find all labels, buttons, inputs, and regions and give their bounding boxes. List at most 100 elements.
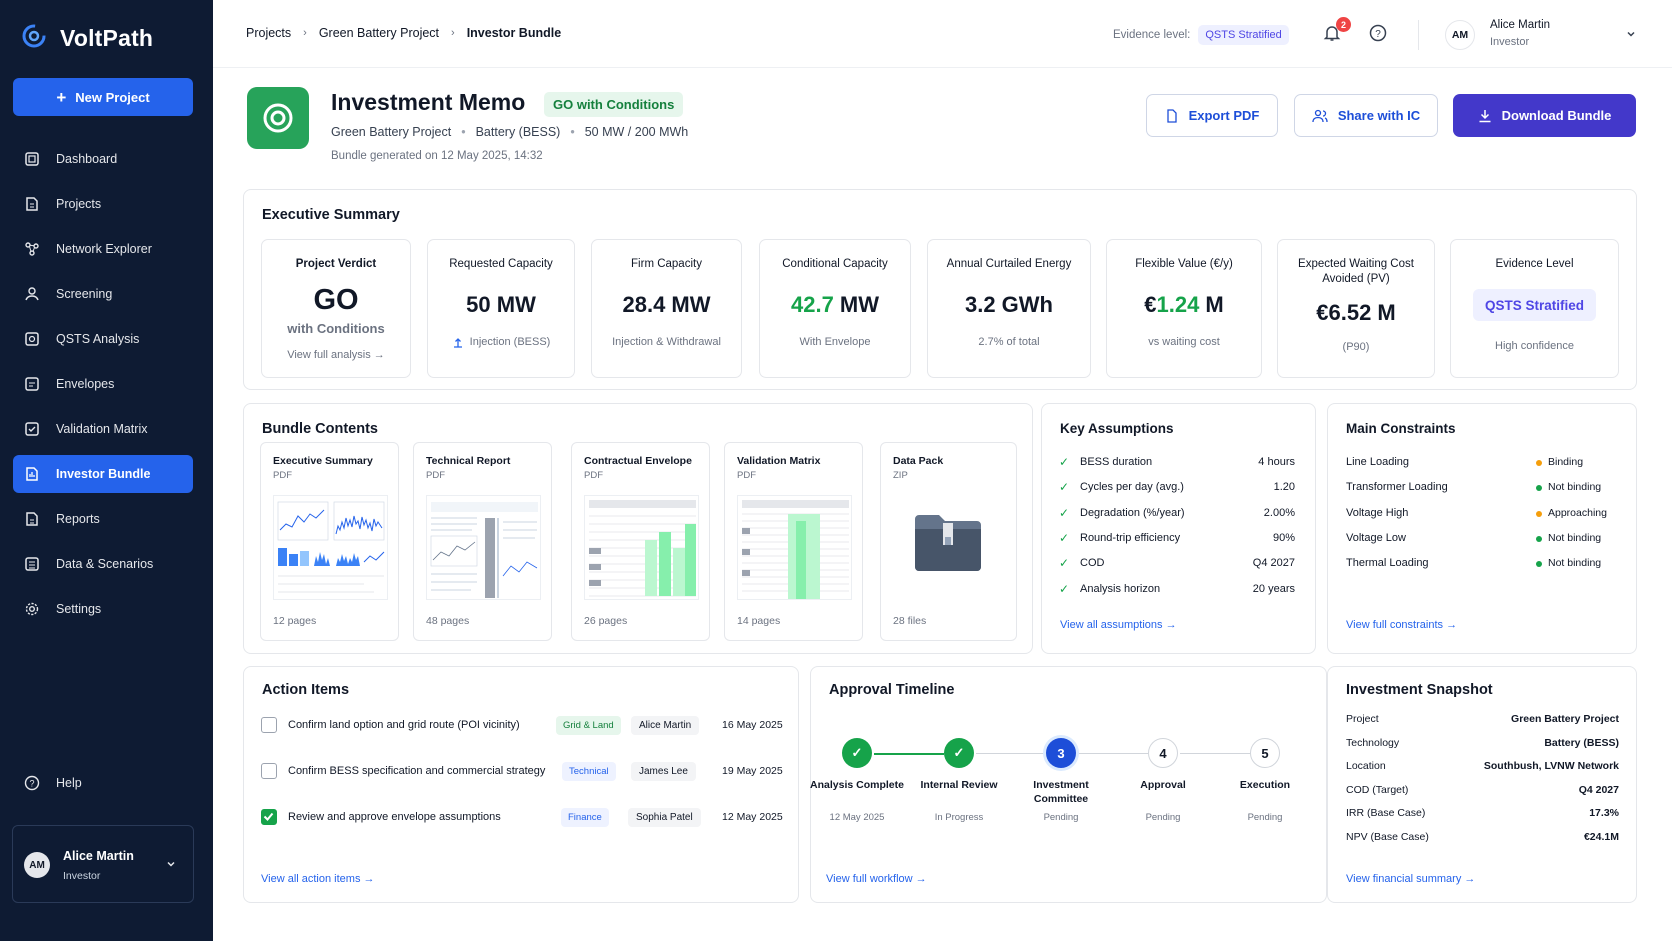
metric-conditional-capacity: Conditional Capacity 42.7 MW With Envelo… bbox=[759, 239, 911, 378]
doc-data-pack[interactable]: Data Pack ZIP 28 files bbox=[880, 442, 1017, 641]
metric-label: Project Verdict bbox=[295, 258, 377, 270]
new-project-button[interactable]: + New Project bbox=[13, 78, 193, 116]
breadcrumb-project[interactable]: Green Battery Project bbox=[318, 26, 440, 40]
sidebar-item-settings[interactable]: Settings bbox=[13, 590, 193, 628]
sidebar-item-reports[interactable]: Reports bbox=[13, 500, 193, 538]
sidebar-item-qsts-analysis[interactable]: QSTS Analysis bbox=[13, 320, 193, 358]
metric-flexible-value: Flexible Value (€/y) €1.24 M vs waiting … bbox=[1106, 239, 1262, 378]
help-icon: ? bbox=[24, 775, 40, 791]
sidebar: VoltPath + New Project Dashboard Project… bbox=[0, 0, 213, 941]
task-date: 12 May 2025 bbox=[722, 811, 783, 823]
assumption-label: Degradation (%/year) bbox=[1080, 506, 1185, 519]
doc-validation-matrix[interactable]: Validation Matrix PDF 14 pages bbox=[724, 442, 863, 641]
check-icon: ✓ bbox=[1059, 505, 1070, 520]
check-icon: ✓ bbox=[1059, 455, 1070, 469]
sidebar-item-investor-bundle[interactable]: Investor Bundle bbox=[13, 455, 193, 493]
task-date: 19 May 2025 bbox=[722, 765, 783, 777]
sidebar-item-label: Projects bbox=[56, 197, 102, 211]
task-owner: Alice Martin bbox=[631, 716, 700, 735]
sidebar-item-label: QSTS Analysis bbox=[56, 332, 140, 346]
timeline-connector bbox=[976, 753, 1046, 754]
snapshot-label: Technology bbox=[1346, 736, 1400, 749]
task-owner: James Lee bbox=[631, 762, 696, 781]
section-title: Action Items bbox=[262, 682, 350, 698]
doc-type: ZIP bbox=[893, 470, 908, 481]
breadcrumb-projects[interactable]: Projects bbox=[246, 26, 292, 40]
metric-sub: Injection (BESS) bbox=[469, 336, 551, 348]
sidebar-item-network-explorer[interactable]: Network Explorer bbox=[13, 230, 193, 268]
assumption-label: COD bbox=[1080, 557, 1105, 570]
help-link[interactable]: ? Help bbox=[24, 775, 82, 791]
step-status: Pending bbox=[1145, 812, 1181, 823]
task-checkbox[interactable] bbox=[261, 763, 277, 779]
project-logo bbox=[247, 87, 309, 149]
user-role: Investor bbox=[63, 870, 101, 882]
doc-type: PDF bbox=[737, 470, 756, 481]
assumption-label: BESS duration bbox=[1080, 456, 1153, 468]
sidebar-item-validation-matrix[interactable]: Validation Matrix bbox=[13, 410, 193, 448]
approval-timeline-card: Approval Timeline bbox=[810, 666, 1327, 903]
metric-requested-capacity: Requested Capacity 50 MW Injection (BESS… bbox=[427, 239, 575, 378]
sidebar-item-dashboard[interactable]: Dashboard bbox=[13, 140, 193, 178]
metric-label: Annual Curtailed Energy bbox=[946, 258, 1072, 270]
step-label: Internal Review bbox=[920, 779, 998, 791]
metric-label: Flexible Value (€/y) bbox=[1135, 258, 1233, 270]
view-all-action-items-link[interactable]: View all action items → bbox=[261, 873, 375, 885]
task-text: Review and approve envelope assumptions bbox=[288, 811, 501, 823]
export-pdf-button[interactable]: Export PDF bbox=[1146, 94, 1278, 137]
sidebar-item-projects[interactable]: Projects bbox=[13, 185, 193, 223]
view-financial-summary-link[interactable]: View financial summary → bbox=[1346, 873, 1476, 885]
share-with-ic-button[interactable]: Share with IC bbox=[1294, 94, 1438, 137]
sidebar-item-label: Investor Bundle bbox=[56, 467, 151, 481]
verdict-sub: with Conditions bbox=[287, 321, 385, 336]
brand[interactable]: VoltPath bbox=[20, 22, 153, 55]
assumption-value: 1.20 bbox=[1273, 481, 1295, 494]
bell-icon[interactable] bbox=[1323, 24, 1341, 42]
check-icon: ✓ bbox=[1059, 530, 1070, 545]
task-checkbox[interactable] bbox=[261, 717, 277, 733]
assumption-value: 90% bbox=[1272, 531, 1295, 544]
sidebar-user-card[interactable]: AM Alice Martin Investor bbox=[12, 825, 194, 903]
metric-sub: (P90) bbox=[1342, 341, 1370, 353]
snapshot-label: NPV (Base Case) bbox=[1346, 830, 1429, 843]
sidebar-item-label: Screening bbox=[56, 287, 113, 301]
doc-title: Data Pack bbox=[893, 455, 944, 467]
snapshot-value: Battery (BESS) bbox=[1544, 736, 1619, 749]
step-status: Pending bbox=[1247, 812, 1283, 823]
metric-annual-curtailed-energy: Annual Curtailed Energy 3.2 GWh 2.7% of … bbox=[927, 239, 1091, 378]
metric-label: Conditional Capacity bbox=[782, 258, 888, 270]
snapshot-value: Southbush, LVNW Network bbox=[1483, 760, 1619, 772]
view-full-constraints-link[interactable]: View full constraints → bbox=[1346, 619, 1458, 631]
project-size: 50 MW / 200 MWh bbox=[584, 125, 689, 139]
snapshot-value: Q4 2027 bbox=[1578, 783, 1619, 796]
gear-icon bbox=[25, 602, 39, 616]
assumption-label: Cycles per day (avg.) bbox=[1080, 481, 1184, 494]
section-title: Investment Snapshot bbox=[1346, 682, 1493, 698]
task-tag: Grid & Land bbox=[556, 716, 621, 735]
user-role: Investor bbox=[1490, 36, 1530, 48]
doc-contractual-envelope[interactable]: Contractual Envelope PDF 26 pages bbox=[571, 442, 710, 641]
step-label: Investment Committee bbox=[1033, 779, 1089, 805]
action-items-card: Action Items bbox=[243, 666, 799, 903]
help-label: Help bbox=[56, 776, 82, 790]
view-all-assumptions-link[interactable]: View all assumptions → bbox=[1060, 619, 1177, 631]
investment-snapshot-card: Investment Snapshot bbox=[1327, 666, 1637, 903]
view-full-analysis-link[interactable]: View full analysis → bbox=[287, 349, 385, 361]
sidebar-item-data-scenarios[interactable]: Data & Scenarios bbox=[13, 545, 193, 583]
sidebar-item-label: Settings bbox=[56, 602, 102, 616]
chevron-down-icon bbox=[1627, 31, 1635, 37]
help-icon[interactable]: ? bbox=[1369, 24, 1387, 42]
view-full-workflow-link[interactable]: View full workflow → bbox=[826, 873, 927, 885]
doc-pages: 26 pages bbox=[584, 615, 628, 627]
doc-executive-summary[interactable]: Executive Summary PDF 12 pages bbox=[260, 442, 399, 641]
reports-icon bbox=[26, 512, 38, 526]
download-bundle-button[interactable]: Download Bundle bbox=[1453, 94, 1636, 137]
doc-technical-report[interactable]: Technical Report PDF 48 pages bbox=[413, 442, 552, 641]
sidebar-item-screening[interactable]: Screening bbox=[13, 275, 193, 313]
doc-thumbnail bbox=[584, 495, 699, 600]
task-checkbox[interactable] bbox=[261, 809, 277, 825]
sidebar-item-envelopes[interactable]: Envelopes bbox=[13, 365, 193, 403]
projects-icon bbox=[26, 197, 38, 211]
step-status: In Progress bbox=[934, 812, 984, 823]
data-icon bbox=[25, 557, 39, 571]
